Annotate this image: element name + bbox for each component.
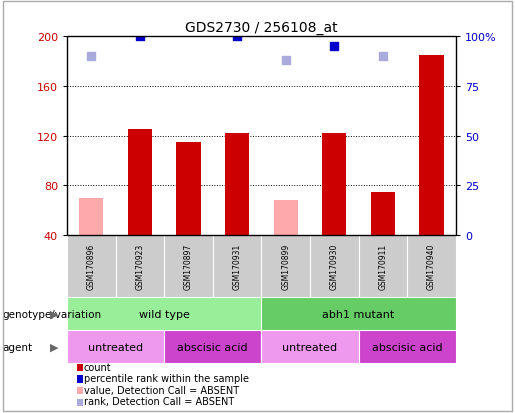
Bar bbox=[358, 235, 407, 297]
Text: GSM170911: GSM170911 bbox=[379, 243, 387, 290]
Bar bbox=[67, 235, 115, 297]
Bar bbox=[358, 330, 456, 363]
Text: GSM170923: GSM170923 bbox=[135, 243, 144, 290]
Bar bbox=[176, 142, 201, 235]
Text: GSM170931: GSM170931 bbox=[233, 243, 242, 290]
Bar bbox=[115, 235, 164, 297]
Text: abscisic acid: abscisic acid bbox=[372, 342, 442, 352]
Bar bbox=[225, 134, 249, 235]
Point bbox=[427, 0, 436, 1]
Point bbox=[379, 54, 387, 60]
Text: genotype/variation: genotype/variation bbox=[3, 309, 101, 319]
Bar bbox=[261, 330, 358, 363]
Bar bbox=[164, 330, 261, 363]
Text: untreated: untreated bbox=[88, 342, 143, 352]
Text: ▶: ▶ bbox=[50, 309, 58, 319]
Text: value, Detection Call = ABSENT: value, Detection Call = ABSENT bbox=[84, 385, 239, 395]
Text: GSM170897: GSM170897 bbox=[184, 243, 193, 290]
Bar bbox=[261, 297, 456, 330]
Text: rank, Detection Call = ABSENT: rank, Detection Call = ABSENT bbox=[84, 396, 234, 406]
Bar bbox=[419, 56, 443, 235]
Text: percentile rank within the sample: percentile rank within the sample bbox=[84, 373, 249, 383]
Bar bbox=[322, 134, 347, 235]
Bar bbox=[310, 235, 358, 297]
Bar bbox=[213, 235, 261, 297]
Text: ▶: ▶ bbox=[50, 342, 58, 352]
Bar bbox=[371, 192, 395, 235]
Point bbox=[87, 54, 95, 60]
Bar bbox=[128, 130, 152, 235]
Bar bbox=[261, 235, 310, 297]
Point bbox=[282, 58, 290, 64]
Text: abscisic acid: abscisic acid bbox=[178, 342, 248, 352]
Text: untreated: untreated bbox=[282, 342, 337, 352]
Text: abh1 mutant: abh1 mutant bbox=[322, 309, 394, 319]
Text: GSM170940: GSM170940 bbox=[427, 243, 436, 290]
Text: GSM170899: GSM170899 bbox=[281, 243, 290, 290]
Bar bbox=[407, 235, 456, 297]
Bar bbox=[164, 235, 213, 297]
Bar bbox=[79, 198, 104, 235]
Bar bbox=[67, 297, 261, 330]
Text: GSM170930: GSM170930 bbox=[330, 243, 339, 290]
Text: count: count bbox=[84, 362, 111, 372]
Text: agent: agent bbox=[3, 342, 32, 352]
Point bbox=[330, 44, 338, 50]
Bar bbox=[273, 201, 298, 235]
Text: GSM170896: GSM170896 bbox=[87, 243, 96, 290]
Bar bbox=[67, 330, 164, 363]
Point bbox=[233, 34, 241, 40]
Text: wild type: wild type bbox=[139, 309, 190, 319]
Title: GDS2730 / 256108_at: GDS2730 / 256108_at bbox=[185, 21, 338, 35]
Point bbox=[184, 24, 193, 31]
Point bbox=[136, 34, 144, 40]
